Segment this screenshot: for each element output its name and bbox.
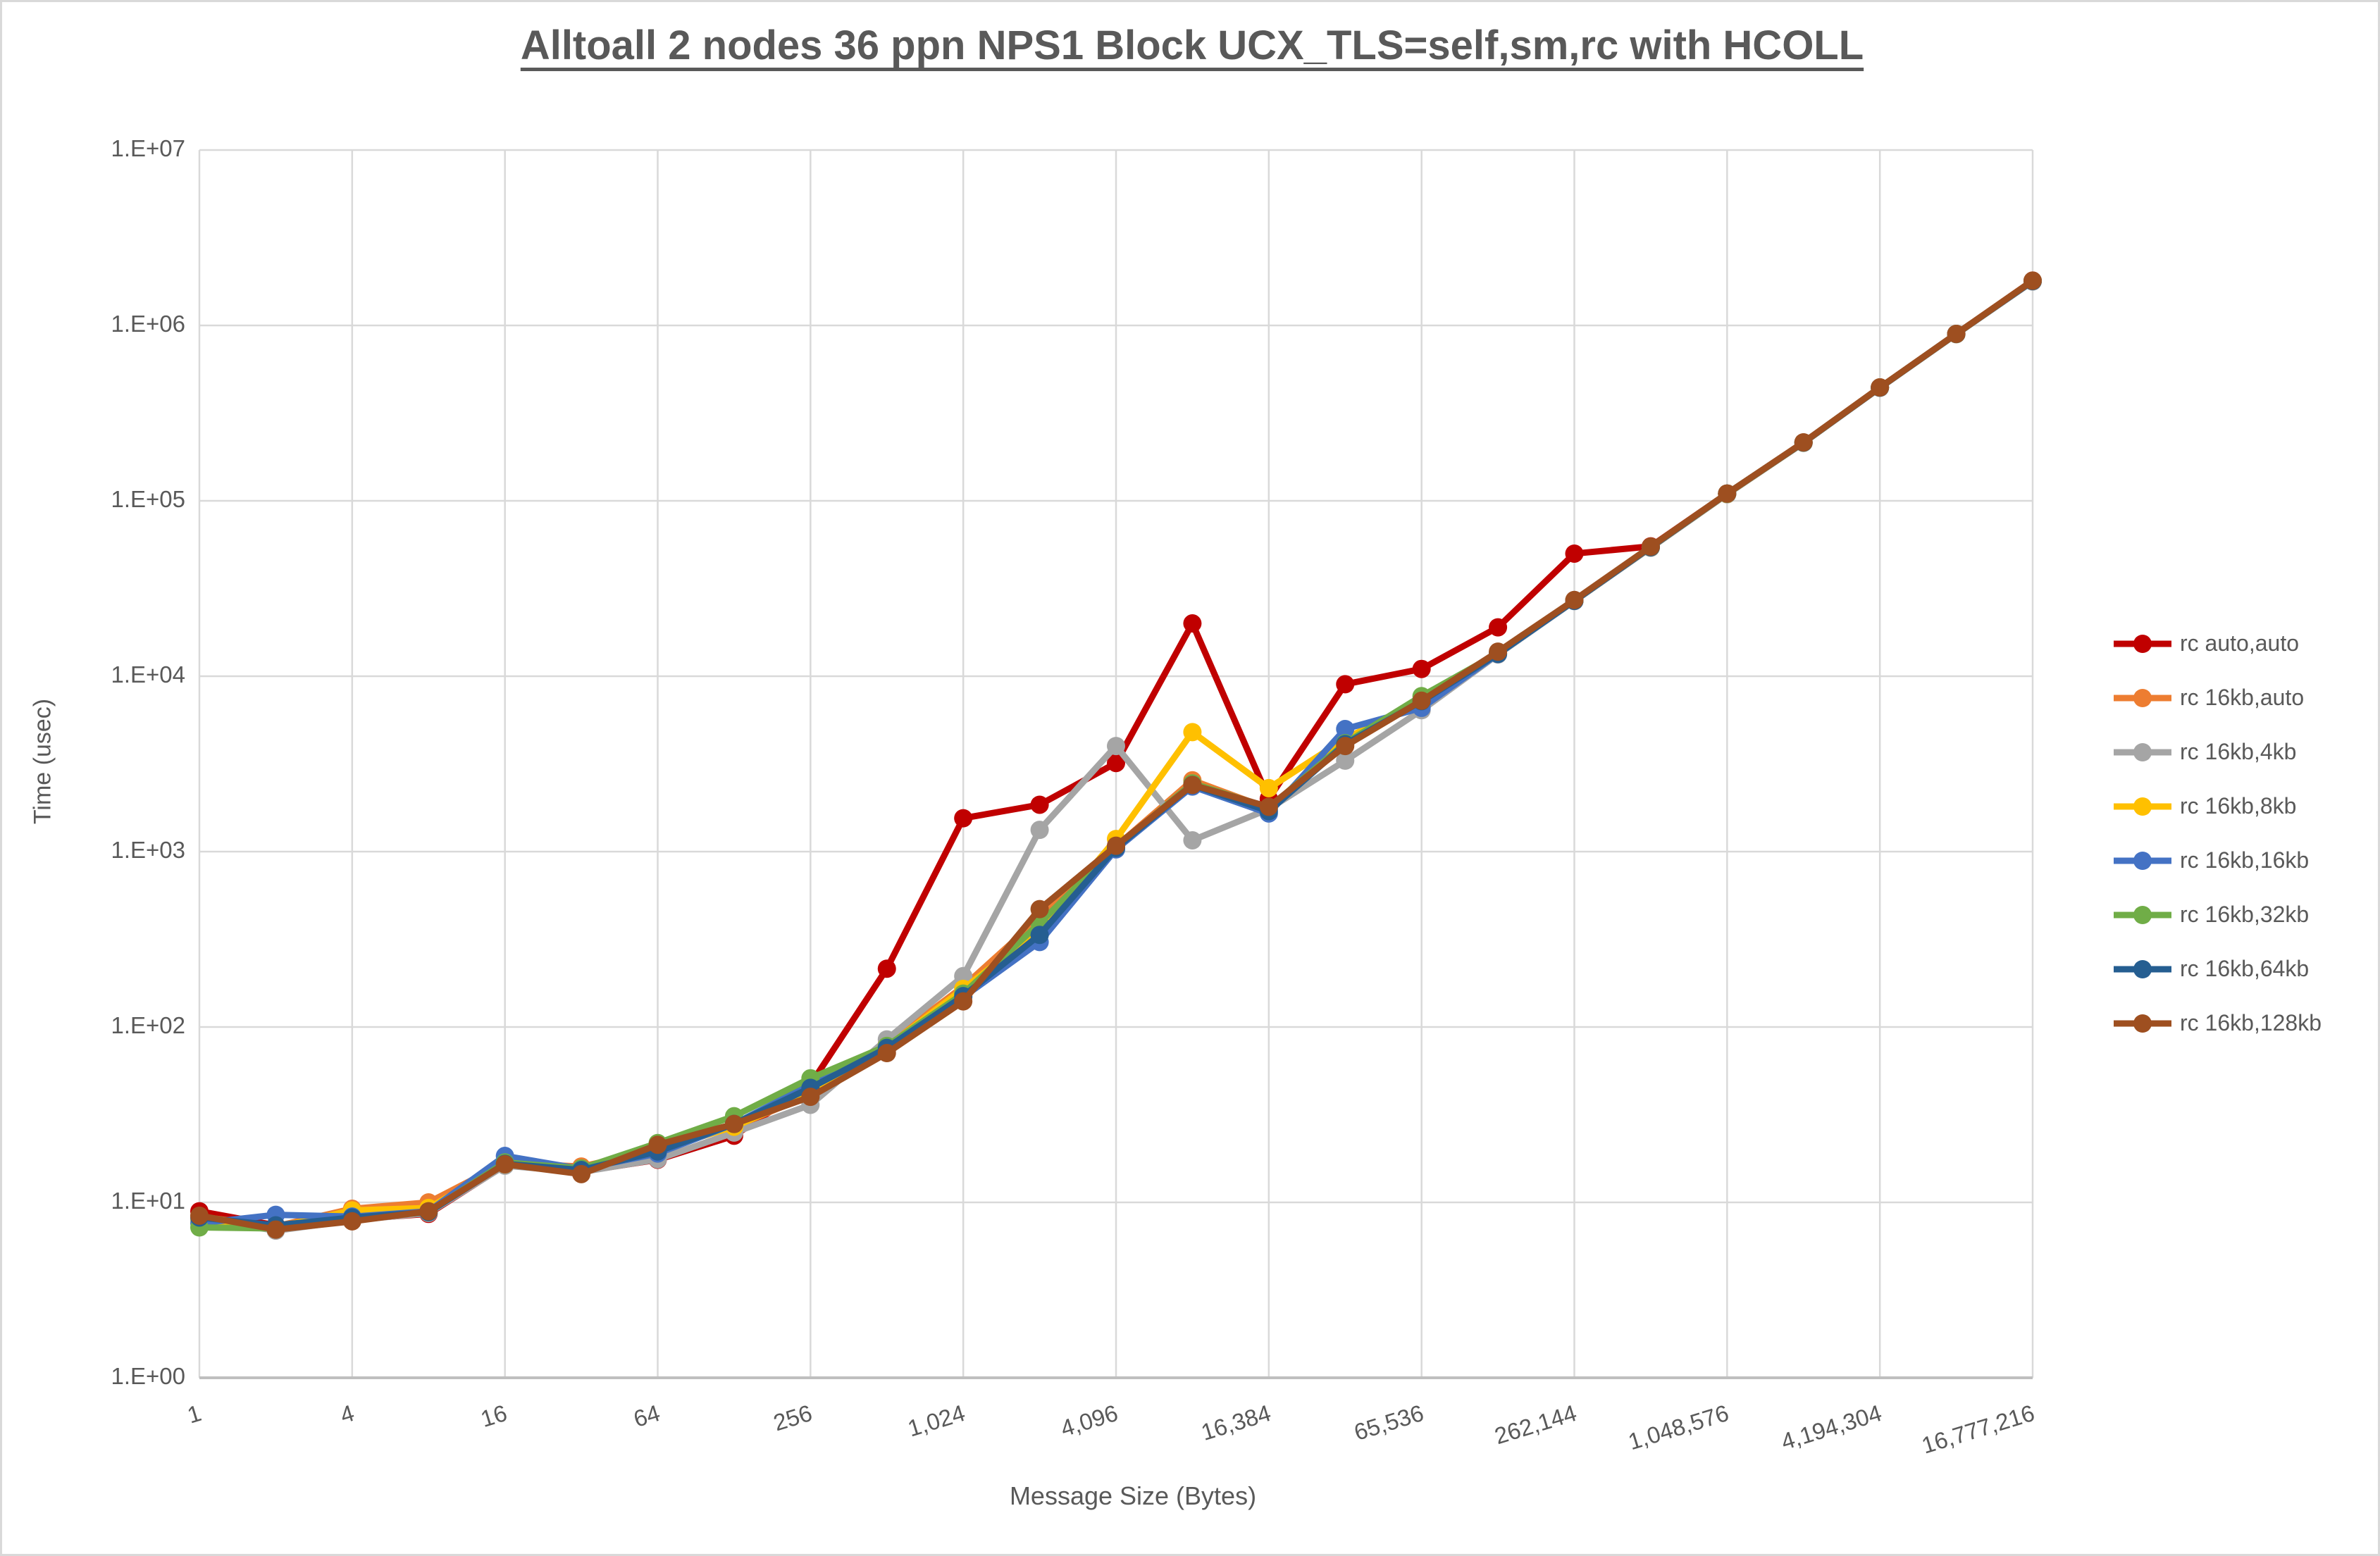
y-tick-label: 1.E+00 — [111, 1363, 185, 1389]
data-point-rc-16kb-128kb — [495, 1154, 514, 1174]
data-point-rc-16kb-128kb — [1794, 432, 1813, 452]
data-point-rc-16kb-128kb — [648, 1135, 667, 1154]
legend-label: rc 16kb,16kb — [2180, 847, 2310, 873]
data-point-rc-16kb-128kb — [1030, 900, 1049, 919]
data-point-rc-auto-auto — [954, 809, 973, 828]
data-point-rc-16kb-4kb — [1030, 821, 1049, 840]
legend-dot — [2133, 1014, 2152, 1033]
legend-marker-icon — [2114, 688, 2171, 707]
legend-item-rc-16kb-auto: rc 16kb,auto — [2112, 671, 2322, 725]
legend-marker-icon — [2114, 742, 2171, 761]
legend-marker-icon — [2114, 851, 2171, 870]
legend-dot — [2133, 634, 2152, 653]
data-point-rc-16kb-128kb — [190, 1206, 209, 1225]
legend-label: rc 16kb,auto — [2180, 685, 2305, 710]
legend-item-rc-16kb-64kb: rc 16kb,64kb — [2112, 942, 2322, 996]
data-point-rc-16kb-4kb — [1107, 737, 1126, 756]
legend-dot — [2133, 905, 2152, 924]
data-point-rc-16kb-64kb — [1030, 926, 1049, 945]
data-point-rc-16kb-4kb — [1183, 830, 1202, 849]
legend-dot — [2133, 742, 2152, 761]
legend-dot — [2133, 797, 2152, 816]
legend-dot — [2133, 851, 2152, 870]
data-point-rc-auto-auto — [877, 959, 896, 978]
data-point-rc-16kb-128kb — [877, 1044, 896, 1063]
data-point-rc-16kb-128kb — [1718, 484, 1737, 503]
legend-marker-icon — [2114, 959, 2171, 978]
data-point-rc-16kb-4kb — [954, 966, 973, 985]
legend-item-rc-auto-auto: rc auto,auto — [2112, 616, 2322, 671]
y-tick-label: 1.E+03 — [111, 837, 185, 863]
data-point-rc-auto-auto — [1030, 795, 1049, 814]
legend-marker-icon — [2114, 634, 2171, 653]
data-point-rc-auto-auto — [1183, 614, 1202, 633]
legend-label: rc 16kb,4kb — [2180, 739, 2297, 764]
y-tick-label: 1.E+06 — [111, 311, 185, 337]
legend-item-rc-16kb-128kb: rc 16kb,128kb — [2112, 996, 2322, 1050]
data-point-rc-16kb-128kb — [1489, 642, 1508, 661]
legend-item-rc-16kb-8kb: rc 16kb,8kb — [2112, 779, 2322, 833]
data-point-rc-16kb-128kb — [1107, 836, 1126, 855]
data-point-rc-16kb-128kb — [1336, 737, 1355, 756]
data-point-rc-auto-auto — [1412, 659, 1431, 678]
legend-dot — [2133, 688, 2152, 707]
y-tick-label: 1.E+04 — [111, 661, 185, 687]
legend-label: rc auto,auto — [2180, 630, 2299, 656]
data-point-rc-auto-auto — [1107, 754, 1126, 773]
data-point-rc-16kb-8kb — [1259, 778, 1278, 797]
y-tick-label: 1.E+01 — [111, 1188, 185, 1214]
y-tick-label: 1.E+07 — [111, 135, 185, 161]
legend-marker-icon — [2114, 797, 2171, 816]
data-point-rc-16kb-128kb — [954, 992, 973, 1011]
data-point-rc-16kb-8kb — [1183, 723, 1202, 742]
data-point-rc-16kb-128kb — [801, 1088, 820, 1107]
legend: rc auto,auto rc 16kb,auto rc 16kb,4kb rc 16… — [2112, 616, 2322, 1050]
chart-title: Alltoall 2 nodes 36 ppn NPS1 Block UCX_T… — [520, 23, 1864, 68]
data-point-rc-16kb-128kb — [572, 1164, 591, 1183]
data-point-rc-16kb-128kb — [1412, 691, 1431, 710]
data-point-rc-16kb-128kb — [724, 1114, 743, 1133]
legend-label: rc 16kb,128kb — [2180, 1010, 2322, 1035]
data-point-rc-16kb-128kb — [342, 1212, 361, 1231]
legend-item-rc-16kb-16kb: rc 16kb,16kb — [2112, 833, 2322, 888]
data-point-rc-auto-auto — [1565, 544, 1584, 563]
legend-item-rc-16kb-32kb: rc 16kb,32kb — [2112, 888, 2322, 942]
data-point-rc-16kb-16kb — [1336, 719, 1355, 738]
legend-marker-icon — [2114, 1014, 2171, 1033]
data-point-rc-16kb-128kb — [266, 1220, 285, 1239]
legend-marker-icon — [2114, 905, 2171, 924]
data-point-rc-auto-auto — [1489, 618, 1508, 637]
legend-label: rc 16kb,8kb — [2180, 793, 2297, 819]
data-point-rc-16kb-128kb — [1565, 590, 1584, 609]
legend-label: rc 16kb,32kb — [2180, 902, 2310, 927]
data-point-rc-auto-auto — [1336, 675, 1355, 694]
legend-label: rc 16kb,64kb — [2180, 956, 2310, 981]
legend-item-rc-16kb-4kb: rc 16kb,4kb — [2112, 725, 2322, 779]
y-tick-label: 1.E+05 — [111, 486, 185, 512]
x-axis-title: Message Size (Bytes) — [1009, 1481, 1257, 1510]
data-point-rc-16kb-128kb — [419, 1202, 438, 1221]
data-point-rc-16kb-128kb — [1259, 797, 1278, 816]
data-point-rc-16kb-128kb — [2023, 271, 2043, 290]
data-point-rc-16kb-128kb — [1947, 324, 1966, 343]
data-point-rc-16kb-128kb — [1183, 776, 1202, 795]
data-point-rc-16kb-4kb — [1336, 751, 1355, 770]
data-point-rc-16kb-128kb — [1871, 378, 1890, 397]
legend-dot — [2133, 959, 2152, 978]
data-point-rc-16kb-128kb — [1641, 537, 1660, 556]
y-tick-label: 1.E+02 — [111, 1012, 185, 1038]
